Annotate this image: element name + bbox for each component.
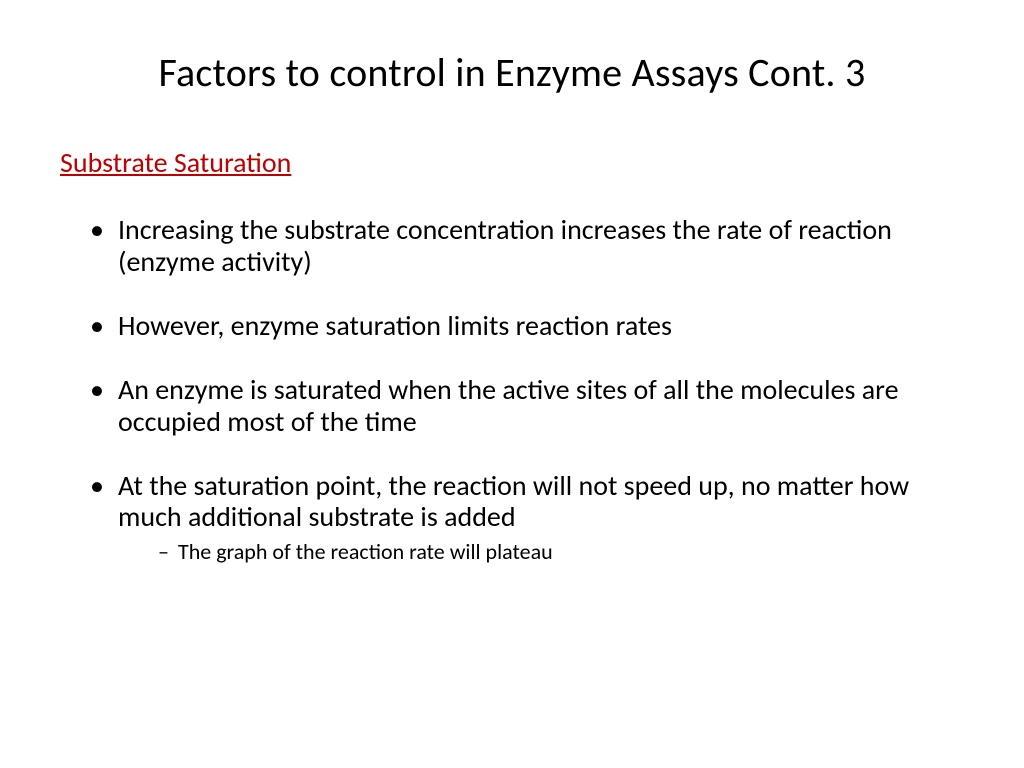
subheading: Substrate Saturation: [60, 145, 964, 180]
slide-content: Substrate Saturation Increasing the subs…: [60, 145, 964, 566]
sub-text: The graph of the reaction rate will plat…: [178, 538, 553, 565]
bullet-item: However, enzyme saturation limits reacti…: [96, 310, 964, 342]
sub-list: The graph of the reaction rate will plat…: [118, 539, 964, 565]
bullet-text: An enzyme is saturated when the active s…: [118, 372, 899, 439]
slide-title: Factors to control in Enzyme Assays Cont…: [60, 48, 964, 97]
bullet-item: At the saturation point, the reaction wi…: [96, 470, 964, 566]
bullet-item: An enzyme is saturated when the active s…: [96, 374, 964, 438]
bullet-text: At the saturation point, the reaction wi…: [118, 468, 909, 535]
bullet-text: However, enzyme saturation limits reacti…: [118, 308, 672, 343]
sub-item: The graph of the reaction rate will plat…: [158, 539, 964, 565]
bullet-item: Increasing the substrate concentration i…: [96, 214, 964, 278]
bullet-list: Increasing the substrate concentration i…: [60, 214, 964, 566]
slide: Factors to control in Enzyme Assays Cont…: [0, 0, 1024, 768]
bullet-text: Increasing the substrate concentration i…: [118, 212, 892, 279]
